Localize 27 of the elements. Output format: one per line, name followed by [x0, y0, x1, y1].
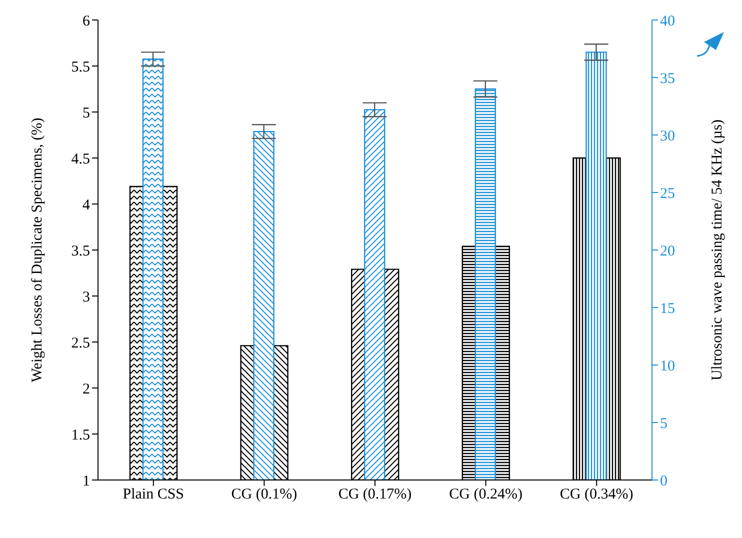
y2-tick-label: 0 [660, 473, 668, 490]
y2-tick-label: 40 [660, 13, 675, 30]
y2-axis-title: Ultrosonic wave passing time/ 54 KHz (µs) [709, 119, 726, 381]
y-tick-label: 5 [82, 105, 90, 122]
y2-tick-label: 5 [660, 416, 668, 432]
y-tick-label: 6 [82, 13, 90, 30]
x-tick-label: CG (0.24%) [449, 486, 522, 503]
y-tick-label: 5.5 [71, 59, 90, 76]
x-tick-label: CG (0.1%) [231, 486, 298, 503]
y-tick-label: 4.5 [71, 151, 90, 168]
y2-tick-label: 15 [660, 300, 675, 317]
y-tick-label: 2.5 [71, 335, 90, 352]
y-tick-label: 3 [82, 289, 90, 306]
x-tick-label: Plain CSS [122, 486, 184, 503]
y2-tick-label: 30 [660, 128, 675, 144]
y-tick-label: 3.5 [71, 243, 90, 260]
x-tick-label: CG (0.17%) [338, 486, 412, 503]
y-axis-title: Weight Losses of Duplicate Specimens, (%) [29, 118, 46, 382]
y2-tick-label: 20 [660, 243, 675, 260]
y-tick-label: 1 [82, 473, 90, 490]
y-tick-label: 1.5 [71, 427, 90, 444]
y2-tick-label: 10 [660, 358, 675, 374]
y2-tick-label: 25 [660, 186, 675, 202]
x-tick-label: CG (0.34%) [560, 486, 634, 503]
y-tick-label: 2 [82, 381, 90, 398]
y2-tick-label: 35 [660, 70, 675, 87]
y-tick-label: 4 [82, 197, 90, 214]
